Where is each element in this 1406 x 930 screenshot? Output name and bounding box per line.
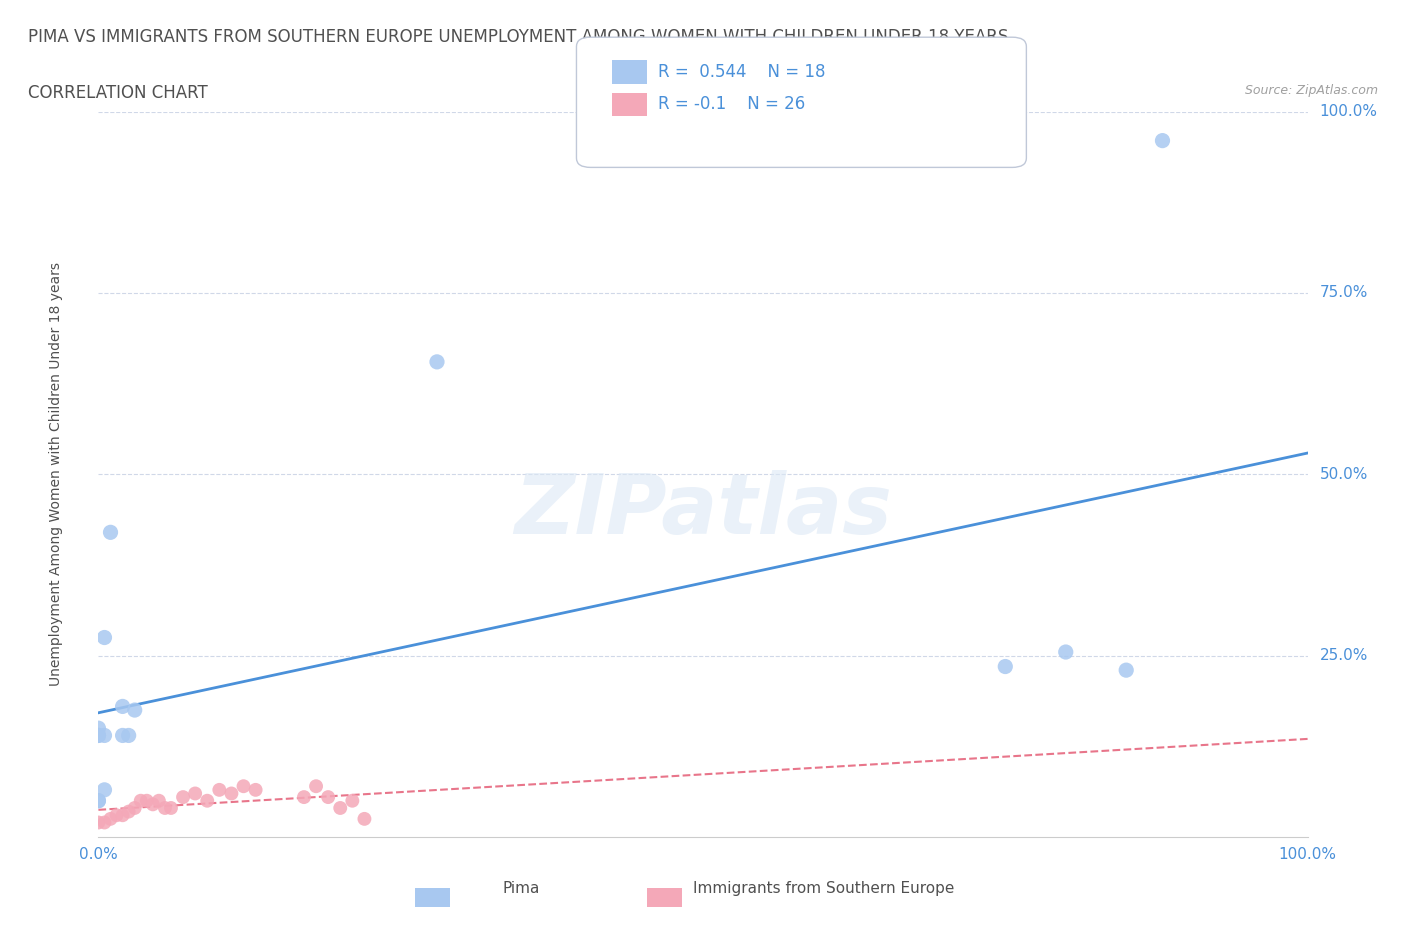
- Point: [129, 793, 152, 808]
- Point: [148, 793, 170, 808]
- Point: [305, 778, 328, 793]
- Point: [160, 801, 183, 816]
- Point: [105, 808, 128, 823]
- Point: [1115, 663, 1137, 678]
- Point: [195, 793, 218, 808]
- Point: [316, 790, 339, 804]
- Point: [1054, 644, 1077, 659]
- Point: [87, 815, 110, 830]
- Text: 25.0%: 25.0%: [1320, 648, 1368, 663]
- Text: 100.0%: 100.0%: [1320, 104, 1378, 119]
- Point: [135, 793, 157, 808]
- Point: [994, 659, 1017, 674]
- Point: [111, 699, 134, 714]
- Point: [87, 793, 110, 808]
- Point: [221, 786, 243, 801]
- Point: [172, 790, 194, 804]
- Text: Unemployment Among Women with Children Under 18 years: Unemployment Among Women with Children U…: [49, 262, 63, 686]
- Text: PIMA VS IMMIGRANTS FROM SOUTHERN EUROPE UNEMPLOYMENT AMONG WOMEN WITH CHILDREN U: PIMA VS IMMIGRANTS FROM SOUTHERN EUROPE …: [28, 28, 1008, 46]
- Text: Pima: Pima: [503, 881, 540, 896]
- Point: [93, 631, 115, 645]
- Text: Source: ZipAtlas.com: Source: ZipAtlas.com: [1244, 84, 1378, 97]
- Text: CORRELATION CHART: CORRELATION CHART: [28, 84, 208, 101]
- Text: 75.0%: 75.0%: [1320, 286, 1368, 300]
- Text: R = -0.1    N = 26: R = -0.1 N = 26: [658, 95, 806, 113]
- Point: [111, 728, 134, 743]
- Point: [329, 801, 352, 816]
- Point: [208, 782, 231, 797]
- Point: [153, 801, 176, 816]
- Point: [100, 811, 122, 827]
- Point: [426, 354, 449, 369]
- Point: [142, 797, 165, 812]
- Point: [118, 804, 141, 819]
- Text: 50.0%: 50.0%: [1320, 467, 1368, 482]
- Point: [87, 728, 110, 743]
- Point: [1152, 133, 1174, 148]
- Point: [100, 525, 122, 539]
- Text: R =  0.544    N = 18: R = 0.544 N = 18: [658, 62, 825, 81]
- Text: Immigrants from Southern Europe: Immigrants from Southern Europe: [693, 881, 955, 896]
- Text: ZIPatlas: ZIPatlas: [515, 470, 891, 551]
- Point: [245, 782, 267, 797]
- Point: [342, 793, 364, 808]
- Point: [87, 721, 110, 736]
- Point: [292, 790, 315, 804]
- Point: [124, 801, 146, 816]
- Point: [87, 728, 110, 743]
- Point: [118, 728, 141, 743]
- Point: [93, 815, 115, 830]
- Point: [87, 793, 110, 808]
- Point: [353, 811, 375, 827]
- Point: [93, 728, 115, 743]
- Point: [93, 782, 115, 797]
- Point: [111, 808, 134, 823]
- Point: [184, 786, 207, 801]
- Point: [232, 778, 254, 793]
- Point: [124, 703, 146, 718]
